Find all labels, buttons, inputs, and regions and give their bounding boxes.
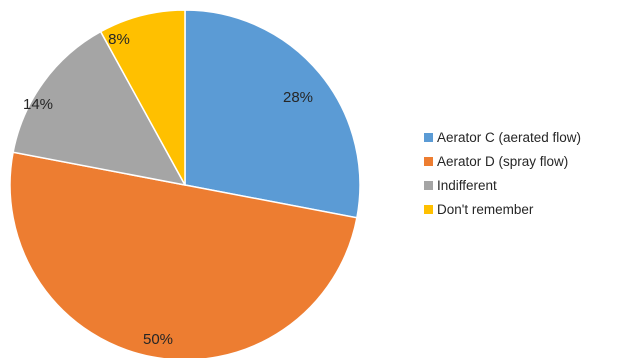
pie-slice-aerator-d: [9, 151, 358, 358]
slice-label-indifferent: 14%: [23, 96, 53, 113]
legend-item-dont-remember: Don't remember: [424, 197, 581, 221]
slice-label-dont-remember: 8%: [108, 31, 130, 48]
legend-item-aerator-c: Aerator C (aerated flow): [424, 125, 581, 149]
legend-label-dont-remember: Don't remember: [437, 201, 534, 217]
legend-label-aerator-d: Aerator D (spray flow): [437, 153, 569, 169]
legend-label-indifferent: Indifferent: [437, 177, 497, 193]
slice-label-aerator-c: 28%: [283, 89, 313, 106]
slice-label-aerator-d: 50%: [143, 331, 173, 348]
legend-item-indifferent: Indifferent: [424, 173, 581, 197]
legend-swatch-aerator-c: [424, 132, 433, 142]
legend-swatch-aerator-d: [424, 156, 433, 166]
legend: Aerator C (aerated flow) Aerator D (spra…: [424, 125, 581, 221]
legend-label-aerator-c: Aerator C (aerated flow): [437, 129, 582, 145]
pie-slice-indifferent: [12, 30, 187, 187]
pie-slice-aerator-c: [184, 9, 361, 219]
legend-item-aerator-d: Aerator D (spray flow): [424, 149, 581, 173]
legend-swatch-indifferent: [424, 180, 433, 190]
legend-swatch-dont-remember: [424, 204, 433, 214]
pie-slice-dont-remember: [99, 9, 186, 186]
